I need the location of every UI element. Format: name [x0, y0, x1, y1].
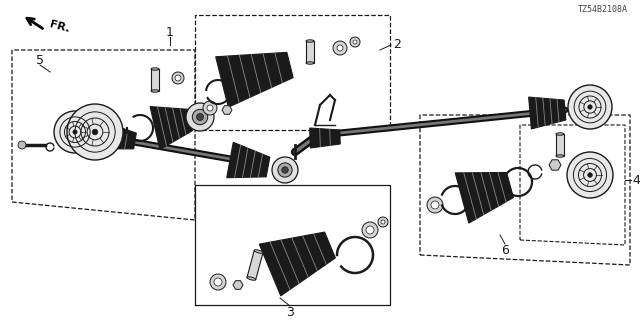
Circle shape [381, 220, 385, 224]
Polygon shape [150, 107, 193, 149]
Ellipse shape [306, 62, 314, 64]
Circle shape [175, 75, 181, 81]
Polygon shape [216, 52, 293, 107]
Circle shape [353, 40, 357, 44]
Text: 5: 5 [36, 53, 44, 67]
Text: 1: 1 [166, 26, 174, 38]
Circle shape [350, 37, 360, 47]
Text: 4: 4 [632, 173, 640, 187]
Ellipse shape [254, 250, 263, 253]
Circle shape [92, 129, 98, 135]
Circle shape [192, 109, 208, 125]
Circle shape [18, 141, 26, 149]
Circle shape [73, 130, 77, 134]
Circle shape [172, 72, 184, 84]
Circle shape [366, 226, 374, 234]
Polygon shape [233, 281, 243, 289]
Circle shape [278, 163, 292, 177]
Polygon shape [310, 128, 340, 148]
Circle shape [54, 111, 96, 153]
Bar [556, 134, 564, 156]
Circle shape [333, 41, 347, 55]
Circle shape [427, 197, 443, 213]
Ellipse shape [556, 155, 564, 157]
Text: 6: 6 [501, 244, 509, 257]
Circle shape [337, 45, 343, 51]
Bar [247, 250, 263, 280]
Bar [306, 41, 314, 63]
Circle shape [203, 101, 217, 115]
Ellipse shape [151, 68, 159, 70]
Circle shape [196, 114, 204, 121]
Circle shape [588, 173, 592, 177]
Circle shape [207, 105, 213, 111]
Circle shape [378, 217, 388, 227]
Ellipse shape [556, 133, 564, 135]
Circle shape [210, 274, 226, 290]
Polygon shape [455, 172, 513, 223]
Polygon shape [529, 97, 566, 129]
Polygon shape [259, 232, 335, 296]
Text: 3: 3 [286, 306, 294, 318]
Text: FR.: FR. [48, 20, 70, 35]
Circle shape [588, 105, 592, 109]
Circle shape [67, 104, 123, 160]
Bar [151, 69, 159, 91]
Ellipse shape [247, 277, 256, 280]
Text: 2: 2 [393, 38, 401, 52]
Ellipse shape [151, 90, 159, 92]
Circle shape [362, 222, 378, 238]
Circle shape [282, 167, 288, 173]
Circle shape [272, 157, 298, 183]
Circle shape [186, 103, 214, 131]
Text: TZ54B2108A: TZ54B2108A [578, 4, 628, 13]
Ellipse shape [306, 40, 314, 42]
Polygon shape [222, 106, 232, 114]
Circle shape [431, 201, 439, 209]
Circle shape [567, 152, 613, 198]
Polygon shape [549, 160, 561, 170]
Circle shape [568, 85, 612, 129]
Polygon shape [98, 121, 136, 149]
Circle shape [214, 278, 222, 286]
Polygon shape [227, 142, 270, 178]
